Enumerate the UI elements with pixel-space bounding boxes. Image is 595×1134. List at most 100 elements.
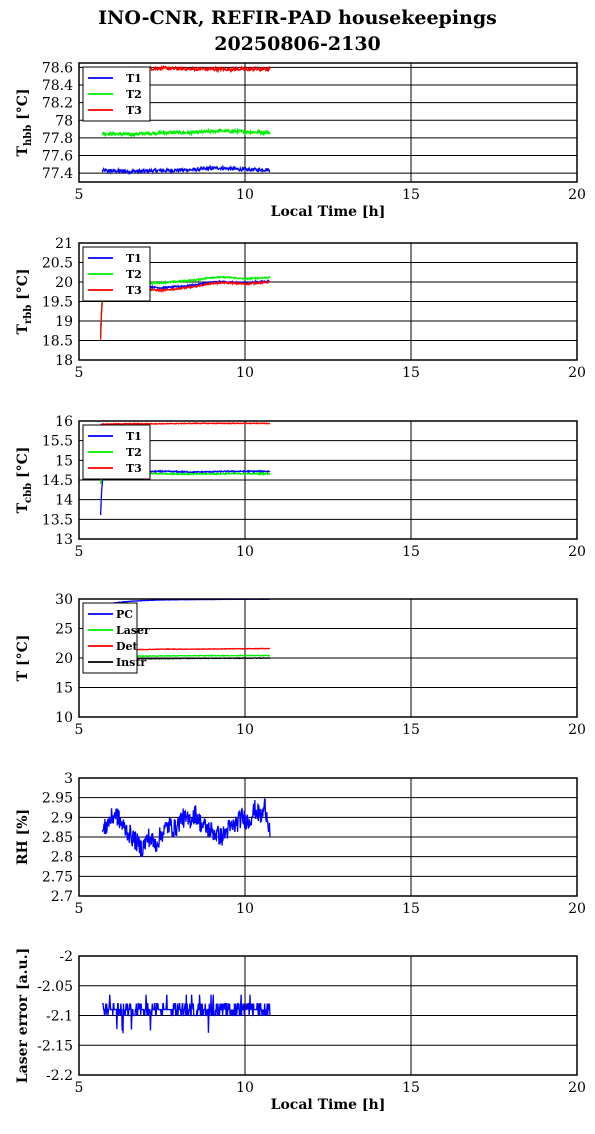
y-tick-label: 78.2 [42, 96, 73, 112]
x-tick-label: 15 [402, 722, 420, 738]
y-tick-label: -2.1 [46, 1009, 73, 1025]
plot-frame [78, 420, 578, 540]
y-tick-label: 20.5 [42, 256, 73, 272]
chart-title-line-2: 20250806-2130 [214, 33, 381, 55]
x-tick-label: 5 [75, 544, 84, 560]
series-line-data [101, 798, 271, 857]
legend-label: T3 [126, 462, 142, 475]
y-axis-label: T [°C] [15, 635, 31, 682]
y-tick-label: 77.4 [42, 166, 73, 182]
y-tick-label: 2.8 [51, 850, 73, 866]
x-tick-label: 5 [75, 365, 84, 381]
x-tick-label: 5 [75, 722, 84, 738]
plot-frame [78, 777, 578, 897]
y-tick-label: 2.75 [42, 869, 73, 885]
legend-label: T3 [126, 284, 142, 297]
legend-label: T2 [126, 88, 142, 101]
y-axis-label: Thbb [°C] [15, 89, 34, 157]
legend: T1 T2 T3 [82, 246, 151, 302]
x-axis-label: Local Time [h] [271, 204, 386, 220]
panel-6: -2.2 -2.15 -2.1 -2.05 -2 5 10 15 20 Local Time [h… [15, 948, 586, 1113]
legend-label: T1 [126, 252, 142, 265]
legend-label: T3 [126, 104, 142, 117]
y-tick-label: 19 [55, 314, 73, 330]
x-tick-label: 5 [75, 1080, 84, 1096]
x-tick-label: 20 [568, 187, 586, 203]
x-tick-label: 10 [236, 722, 254, 738]
plot-frame [78, 955, 578, 1076]
legend-label: T1 [126, 430, 142, 443]
x-axis-label: Local Time [h] [271, 1097, 386, 1113]
y-tick-label: -2.2 [46, 1068, 73, 1084]
x-tick-label: 5 [75, 901, 84, 917]
y-tick-label: 15.5 [42, 434, 73, 450]
y-tick-label: 13.5 [42, 512, 73, 528]
legend-label: T1 [126, 72, 142, 85]
x-tick-label: 15 [402, 544, 420, 560]
y-tick-label: 14.5 [42, 473, 73, 489]
y-tick-label: 2.95 [42, 791, 73, 807]
y-tick-label: 18.5 [42, 334, 73, 350]
y-tick-label: 18 [55, 353, 73, 369]
legend-label: T2 [126, 268, 142, 281]
y-tick-label: 30 [55, 592, 73, 608]
y-tick-label: 16 [55, 414, 73, 430]
legend: T1 T2 T3 [82, 66, 151, 122]
y-tick-label: 77.8 [42, 131, 73, 147]
y-tick-label: 2.9 [51, 810, 73, 826]
panel-5: 2.7 2.75 2.8 2.85 2.9 2.95 3 5 10 15 20 RH [%] [15, 771, 586, 917]
y-tick-label: 13 [55, 532, 73, 548]
plot-frame [78, 242, 578, 361]
y-tick-label: 3 [64, 771, 73, 787]
legend-label: Instr [116, 656, 146, 669]
y-tick-label: 78 [55, 113, 73, 129]
x-tick-label: 10 [236, 1080, 254, 1096]
y-axis-label: Trbb [°C] [15, 269, 34, 335]
y-tick-label: 20 [55, 275, 73, 291]
legend: PC Laser Det Instr [82, 602, 150, 674]
legend: T1 T2 T3 [82, 424, 151, 480]
x-tick-label: 15 [402, 901, 420, 917]
legend-label: Det [116, 640, 139, 653]
x-tick-label: 20 [568, 722, 586, 738]
y-tick-label: 14 [55, 493, 73, 509]
series-line-t1 [101, 164, 271, 176]
x-tick-label: 15 [402, 187, 420, 203]
panel-3: 13 13.5 14 14.5 15 15.5 16 5 10 15 20 Tcbb [°C] T1 T2… [15, 414, 586, 560]
x-tick-label: 20 [568, 1080, 586, 1096]
x-tick-label: 10 [236, 544, 254, 560]
y-tick-label: 78.4 [42, 78, 73, 94]
series-line-t3 [100, 421, 271, 426]
x-tick-label: 10 [236, 187, 254, 203]
x-tick-label: 15 [402, 1080, 420, 1096]
x-tick-label: 5 [75, 187, 84, 203]
y-tick-label: 77.6 [42, 149, 73, 165]
panel-2: 18 18.5 19 19.5 20 20.5 21 5 10 15 20 Trbb [°C] T1 T2… [15, 236, 586, 381]
legend-label: PC [116, 608, 133, 621]
y-tick-label: 10 [55, 710, 73, 726]
plot-frame [78, 598, 578, 718]
y-axis-label: Tcbb [°C] [15, 447, 34, 514]
series-line-t2 [101, 127, 271, 138]
y-tick-label: 19.5 [42, 295, 73, 311]
y-tick-label: 78.6 [42, 60, 73, 76]
chart-title-line-1: INO-CNR, REFIR-PAD housekeepings [98, 7, 497, 29]
x-tick-label: 20 [568, 901, 586, 917]
plot-frame [78, 62, 578, 183]
y-tick-label: 21 [55, 236, 73, 252]
y-tick-label: -2.05 [37, 979, 73, 995]
y-tick-label: -2 [59, 949, 73, 965]
x-tick-label: 20 [568, 544, 586, 560]
y-tick-label: 2.7 [51, 889, 73, 905]
y-axis-label: RH [%] [15, 809, 31, 865]
x-tick-label: 15 [402, 365, 420, 381]
y-tick-label: 15 [55, 453, 73, 469]
y-axis-label: Laser error [a.u.] [15, 948, 31, 1083]
y-tick-label: 20 [55, 651, 73, 667]
x-tick-label: 20 [568, 365, 586, 381]
y-tick-label: 15 [55, 681, 73, 697]
x-tick-label: 10 [236, 901, 254, 917]
